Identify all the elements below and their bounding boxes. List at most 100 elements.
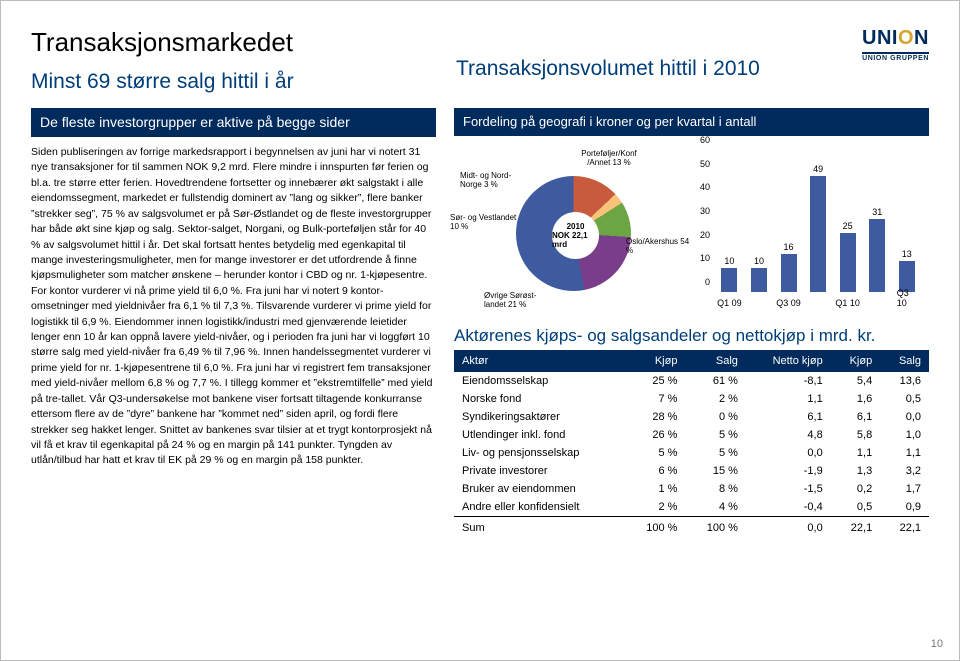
- table-cell: 13,6: [880, 372, 929, 390]
- table-cell: 26 %: [625, 426, 685, 444]
- table-cell: Liv- og pensjonsselskap: [454, 444, 625, 462]
- table-cell: Private investorer: [454, 462, 625, 480]
- table-cell: 0,0: [880, 408, 929, 426]
- table-cell: 6 %: [625, 462, 685, 480]
- bar-y-tick: 60: [692, 135, 710, 145]
- table-row: Norske fond7 %2 %1,11,60,5: [454, 390, 929, 408]
- table-row: Bruker av eiendommen1 %8 %-1,50,21,7: [454, 480, 929, 498]
- logo-subtext: UNION GRUPPEN: [862, 52, 929, 62]
- table-cell: 100 %: [625, 517, 685, 538]
- table-cell: 2 %: [685, 390, 745, 408]
- table-cell: 5 %: [625, 444, 685, 462]
- bar-value-label: 25: [843, 221, 853, 231]
- bar-value-label: 13: [902, 249, 912, 259]
- table-cell: 1,1: [831, 444, 881, 462]
- table-cell: Sum: [454, 517, 625, 538]
- table-cell: Norske fond: [454, 390, 625, 408]
- left-band-header: De fleste investorgrupper er aktive på b…: [31, 108, 436, 137]
- bar-x-tick: Q3 09: [776, 298, 801, 308]
- table-cell: 1,0: [880, 426, 929, 444]
- table-cell: 4 %: [685, 498, 745, 517]
- pie-chart: 2010 NOK 22,1 mrd Porteføljer/Konf /Anne…: [454, 142, 684, 322]
- logo-accent: O: [898, 27, 914, 49]
- bar-x-tick: Q1 09: [717, 298, 742, 308]
- bar-y-tick: 0: [692, 277, 710, 287]
- table-cell: 0,5: [831, 498, 881, 517]
- pie-label: Sør- og Vestlandet 10 %: [450, 214, 520, 232]
- table-cell: 0,0: [746, 444, 831, 462]
- pie-center-line2: NOK 22,1 mrd: [552, 231, 599, 249]
- body-paragraph: Siden publiseringen av forrige markedsra…: [31, 145, 436, 469]
- table-cell: 1 %: [625, 480, 685, 498]
- bar: [810, 176, 826, 292]
- table-cell: 4,8: [746, 426, 831, 444]
- table-cell: -1,5: [746, 480, 831, 498]
- pie-center-line1: 2010: [567, 222, 585, 231]
- right-band-header: Fordeling på geografi i kroner og per kv…: [454, 108, 929, 136]
- bar-value-label: 31: [872, 207, 882, 217]
- table-section-title: Aktørenes kjøps- og salgsandeler og nett…: [454, 326, 929, 346]
- table-row: Andre eller konfidensielt2 %4 %-0,40,50,…: [454, 498, 929, 517]
- table-row: Syndikeringsaktører28 %0 %6,16,10,0: [454, 408, 929, 426]
- bar-y-tick: 10: [692, 253, 710, 263]
- table-cell: Eiendomsselskap: [454, 372, 625, 390]
- bar-y-tick: 40: [692, 182, 710, 192]
- table-cell: 100 %: [685, 517, 745, 538]
- bar: [840, 233, 856, 292]
- bar-x-tick: Q3 10: [897, 288, 917, 308]
- bar-y-tick: 50: [692, 159, 710, 169]
- table-cell: 6,1: [831, 408, 881, 426]
- table-cell: 5 %: [685, 426, 745, 444]
- bar-value-label: 16: [784, 242, 794, 252]
- table-cell: 5,8: [831, 426, 881, 444]
- pie-center-label: 2010 NOK 22,1 mrd: [552, 212, 599, 259]
- table-cell: 5,4: [831, 372, 881, 390]
- table-cell: 1,6: [831, 390, 881, 408]
- pie-label: Øvrige Sørøst-landet 21 %: [484, 292, 554, 310]
- table-row: Liv- og pensjonsselskap5 %5 %0,01,11,1: [454, 444, 929, 462]
- bar-value-label: 49: [813, 164, 823, 174]
- table-header-cell: Salg: [685, 350, 745, 372]
- table-cell: 0,0: [746, 517, 831, 538]
- table-row: Utlendinger inkl. fond26 %5 %4,85,81,0: [454, 426, 929, 444]
- table-cell: 8 %: [685, 480, 745, 498]
- table-cell: 1,3: [831, 462, 881, 480]
- table-cell: Andre eller konfidensielt: [454, 498, 625, 517]
- bar-value-label: 10: [724, 256, 734, 266]
- table-cell: 0,9: [880, 498, 929, 517]
- page-subtitle: Minst 69 større salg hittil i år: [31, 70, 294, 94]
- table-cell: 3,2: [880, 462, 929, 480]
- bar-y-tick: 20: [692, 230, 710, 240]
- table-cell: 5 %: [685, 444, 745, 462]
- table-cell: 1,7: [880, 480, 929, 498]
- bar: [869, 219, 885, 292]
- table-sum-row: Sum100 %100 %0,022,122,1: [454, 517, 929, 538]
- table-row: Eiendomsselskap25 %61 %-8,15,413,6: [454, 372, 929, 390]
- pie-label: Oslo/Akershus 54 %: [626, 238, 696, 256]
- table-cell: 22,1: [831, 517, 881, 538]
- page-title: Transaksjonsmarkedet: [31, 27, 294, 58]
- bar: [751, 268, 767, 292]
- table-cell: Bruker av eiendommen: [454, 480, 625, 498]
- bar-y-tick: 30: [692, 206, 710, 216]
- table-row: Private investorer6 %15 %-1,91,33,2: [454, 462, 929, 480]
- table-header-cell: Kjøp: [831, 350, 881, 372]
- table-cell: 1,1: [880, 444, 929, 462]
- table-cell: -8,1: [746, 372, 831, 390]
- table-cell: -1,9: [746, 462, 831, 480]
- table-cell: -0,4: [746, 498, 831, 517]
- logo-text-3: N: [914, 27, 929, 49]
- table-cell: 25 %: [625, 372, 685, 390]
- pie-label: Porteføljer/Konf /Annet 13 %: [574, 150, 644, 168]
- table-cell: 7 %: [625, 390, 685, 408]
- table-cell: Syndikeringsaktører: [454, 408, 625, 426]
- table-cell: 0 %: [685, 408, 745, 426]
- logo-text-1: UNI: [862, 27, 898, 49]
- bar: [781, 254, 797, 292]
- right-column-title: Transaksjonsvolumet hittil i 2010: [456, 57, 760, 81]
- table-cell: 1,1: [746, 390, 831, 408]
- table-cell: 28 %: [625, 408, 685, 426]
- logo: UNION UNION GRUPPEN: [862, 27, 929, 62]
- bar-chart: 010203040506010101649253113 Q1 09Q3 09Q1…: [692, 142, 927, 322]
- table-cell: 2 %: [625, 498, 685, 517]
